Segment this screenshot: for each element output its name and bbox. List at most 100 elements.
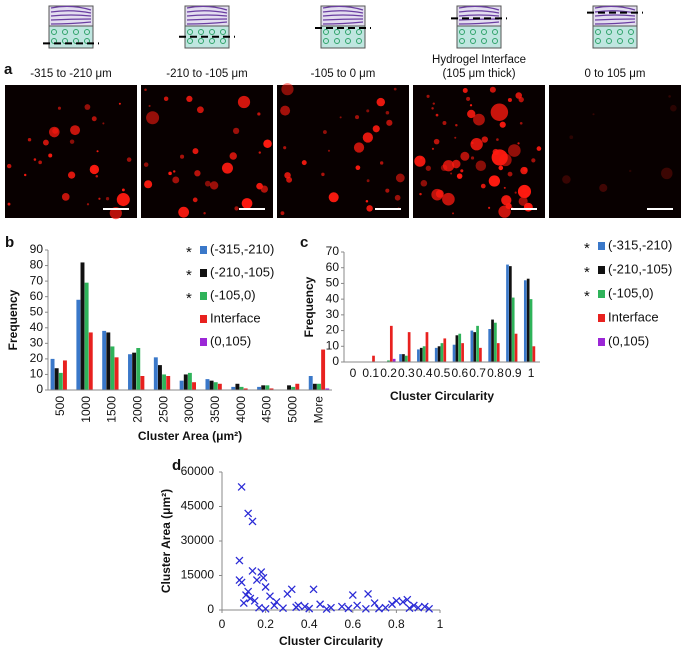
bar [287, 385, 292, 390]
x-tick-label: 5000 [285, 396, 299, 423]
cluster [470, 156, 475, 160]
y-tick-label: 70 [326, 244, 340, 258]
cluster [355, 115, 360, 120]
bar [265, 385, 270, 390]
cell [492, 38, 498, 44]
x-tick-label: 0.6 [344, 617, 361, 631]
cluster [23, 173, 27, 177]
legend-note: * [186, 267, 192, 284]
micrograph [549, 85, 681, 218]
bar [470, 330, 474, 362]
bar [496, 343, 500, 362]
y-tick-label: 50 [30, 304, 44, 318]
cluster [507, 97, 512, 103]
cluster [148, 104, 151, 108]
bar [479, 347, 482, 362]
cluster [280, 211, 285, 216]
cluster [517, 142, 520, 145]
legend-label: (-105,0) [608, 285, 654, 300]
cluster [42, 139, 49, 146]
legend-swatch [598, 338, 605, 346]
cluster [460, 151, 470, 161]
y-tick-label: 40 [326, 291, 340, 305]
cluster [442, 192, 455, 206]
cluster [394, 194, 401, 201]
point [292, 603, 301, 612]
legend-label: (-105,0) [210, 287, 256, 302]
panel-label: b [5, 234, 14, 251]
legend-swatch [598, 266, 605, 274]
bar [458, 333, 462, 362]
cluster [467, 109, 476, 119]
cluster [507, 144, 521, 157]
cluster [435, 113, 439, 117]
image-label: (105 μm thick) [442, 68, 515, 80]
panel-label: a [4, 61, 13, 78]
y-tick-label: 0 [332, 354, 339, 368]
cluster [257, 112, 261, 116]
bar [62, 360, 67, 390]
cluster [366, 205, 373, 212]
y-tick-label: 30000 [181, 533, 215, 547]
cluster [569, 135, 574, 140]
cluster [505, 203, 512, 210]
bar [88, 332, 93, 390]
cluster [480, 183, 486, 189]
bar [443, 338, 447, 362]
cluster [451, 159, 461, 169]
bar [162, 374, 167, 390]
cell [470, 38, 476, 44]
micrograph [5, 85, 137, 218]
y-tick-label: 30 [326, 307, 340, 321]
cluster [470, 138, 483, 151]
cell [595, 29, 601, 35]
cell [51, 29, 57, 35]
cluster [86, 203, 90, 206]
legend-note: * [584, 264, 590, 281]
bar [295, 383, 300, 390]
point [250, 596, 259, 605]
y-tick-label: 50 [326, 276, 340, 290]
fiber [186, 5, 228, 11]
bar [422, 346, 426, 362]
y-tick-label: 10 [30, 367, 44, 381]
bar [407, 332, 411, 362]
bar [50, 358, 55, 390]
fiber [458, 14, 500, 17]
point [353, 601, 362, 610]
cluster [376, 97, 386, 107]
cluster [281, 83, 294, 96]
cluster [481, 136, 488, 143]
bar [217, 383, 222, 390]
cluster [109, 206, 122, 220]
point [392, 596, 401, 605]
cluster [670, 104, 677, 112]
cluster [121, 188, 125, 192]
bar [473, 332, 477, 362]
cluster [531, 158, 536, 163]
bar [434, 347, 438, 362]
cluster [496, 138, 499, 141]
bar [205, 379, 210, 390]
cluster [280, 105, 291, 116]
legend-swatch [200, 269, 207, 277]
x-tick-label: 0.4 [301, 617, 318, 631]
cell [187, 38, 193, 44]
cluster [204, 180, 211, 187]
cell [628, 38, 634, 44]
y-tick-label: 30 [30, 336, 44, 350]
bar [231, 386, 236, 390]
cluster [353, 142, 365, 153]
fiber [458, 21, 500, 25]
point [364, 589, 373, 598]
cluster [126, 157, 132, 162]
cluster [69, 139, 75, 144]
cluster [321, 172, 325, 177]
legend-swatch [200, 315, 207, 323]
cluster [366, 109, 370, 113]
cluster [84, 104, 91, 110]
point [425, 604, 434, 613]
bar [114, 357, 119, 390]
cluster [425, 165, 431, 171]
point [272, 597, 281, 606]
